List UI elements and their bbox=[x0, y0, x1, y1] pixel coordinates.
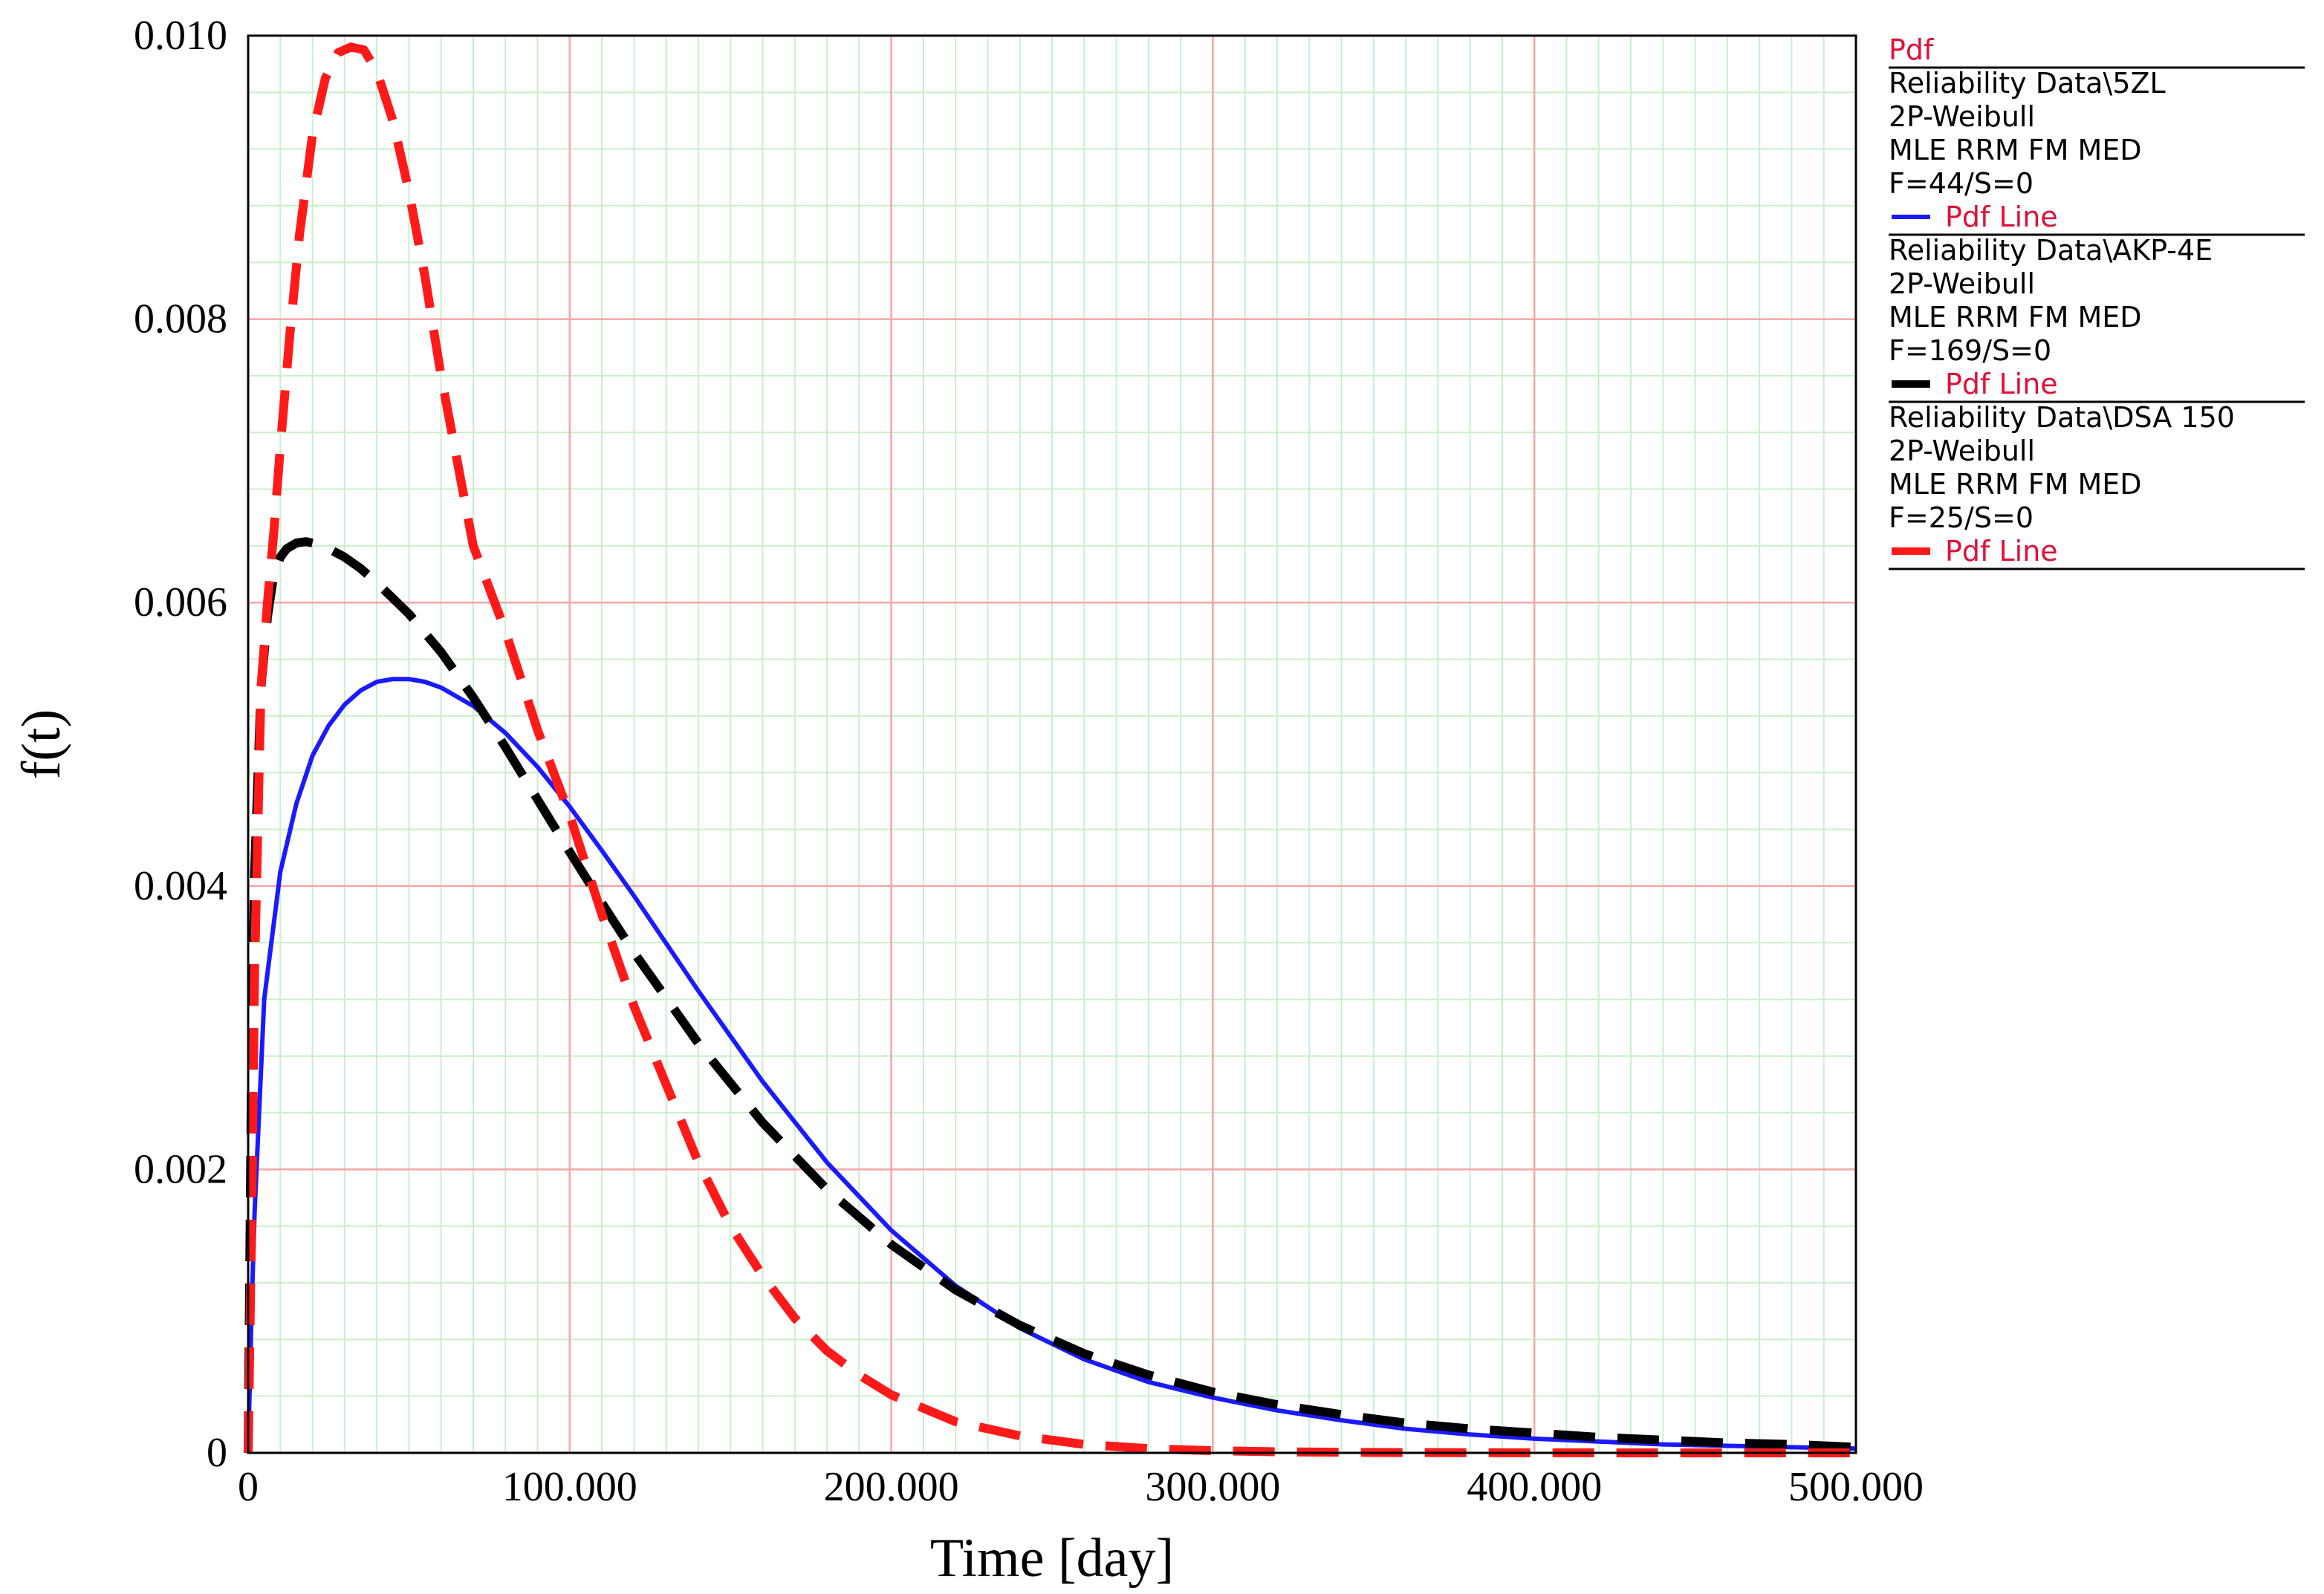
y-tick-label: 0.004 bbox=[134, 863, 227, 909]
plot-frame bbox=[247, 34, 1857, 1454]
y-axis-title: f(t) bbox=[11, 709, 72, 780]
legend-title: Pdf bbox=[1889, 33, 1935, 66]
x-axis-title: Time [day] bbox=[930, 1528, 1174, 1589]
legend-entry-text: 2P-Weibull bbox=[1889, 100, 2035, 133]
legend-entry-text: MLE RRM FM MED bbox=[1889, 134, 2142, 166]
legend-entry-text: 2P-Weibull bbox=[1889, 435, 2035, 467]
y-tick-label: 0.010 bbox=[134, 13, 227, 59]
y-tick-label: 0.002 bbox=[134, 1146, 227, 1192]
y-tick-label: 0.006 bbox=[134, 579, 227, 625]
legend-line-label: Pdf Line bbox=[1945, 535, 2058, 567]
series-line-1 bbox=[246, 677, 1857, 1454]
x-tick-label: 400.000 bbox=[1467, 1464, 1602, 1510]
x-tick-labels: 0 100.000 200.000 300.000 400.000 500.000 bbox=[238, 1464, 1924, 1510]
legend-entry-text: F=25/S=0 bbox=[1889, 501, 2034, 534]
legend-entry-text: MLE RRM FM MED bbox=[1889, 301, 2142, 334]
x-tick-label: 500.000 bbox=[1788, 1464, 1924, 1510]
x-tick-label: 300.000 bbox=[1145, 1464, 1280, 1510]
legend-entry-text: Reliability Data\DSA 150 bbox=[1889, 401, 2235, 434]
legend-line-label: Pdf Line bbox=[1945, 201, 2058, 233]
y-tick-labels: 0 0.002 0.004 0.006 0.008 0.010 bbox=[134, 13, 227, 1476]
legend-entry-text: MLE RRM FM MED bbox=[1889, 468, 2142, 501]
series-line-3 bbox=[244, 42, 1856, 1457]
legend-line-label: Pdf Line bbox=[1945, 368, 2058, 400]
minor-grid bbox=[248, 36, 1856, 1453]
series-layer bbox=[244, 42, 1857, 1457]
x-tick-label: 200.000 bbox=[824, 1464, 959, 1510]
x-tick-label: 0 bbox=[238, 1464, 259, 1510]
x-tick-label: 100.000 bbox=[502, 1464, 637, 1510]
major-grid bbox=[248, 36, 1856, 1453]
legend-entry-text: 2P-Weibull bbox=[1889, 267, 2035, 300]
legend-entry-text: F=44/S=0 bbox=[1889, 167, 2034, 200]
y-tick-label: 0 bbox=[207, 1430, 227, 1476]
legend-entry-text: Reliability Data\5ZL bbox=[1889, 67, 2166, 100]
series-line-2 bbox=[244, 537, 1857, 1454]
y-tick-label: 0.008 bbox=[134, 296, 227, 342]
legend-entry-text: Reliability Data\AKP-4E bbox=[1889, 234, 2213, 267]
legend-entry-text: F=169/S=0 bbox=[1889, 334, 2051, 367]
